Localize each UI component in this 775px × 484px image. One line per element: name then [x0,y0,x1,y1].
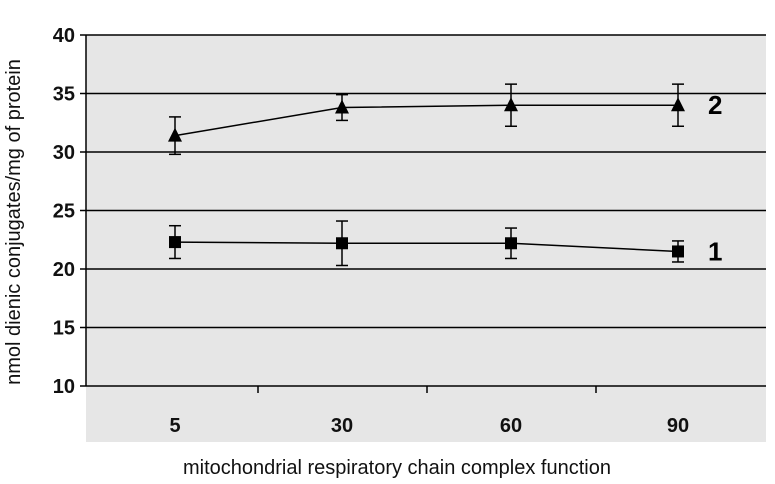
y-tick-label-25: 25 [53,201,75,223]
series-1-line [174,241,679,253]
x-axis-label: mitochondrial respiratory chain complex … [183,457,611,479]
y-tick-label-20: 20 [53,259,75,281]
x-tick-labels: 5 30 60 90 [169,415,689,437]
series-2-point-1 [335,99,349,114]
series-2-point-2 [504,97,518,112]
series-1: 1 [169,220,722,266]
gridlines [80,34,766,393]
series-1-point-0 [169,236,181,249]
y-tick-label-15: 15 [53,318,75,340]
y-tick-labels: 10 15 20 25 30 35 40 [53,25,75,398]
x-tick-label-30: 30 [331,415,353,437]
plot-area [86,35,766,442]
series-2-point-0 [168,127,182,142]
series-2-label: 2 [708,90,722,120]
x-tick-label-5: 5 [169,415,180,437]
y-tick-label-30: 30 [53,142,75,164]
y-tick-label-35: 35 [53,84,75,106]
series-1-label: 1 [708,236,722,266]
y-tick-label-40: 40 [53,25,75,47]
series-2-point-3 [671,97,685,112]
series-2: 2 [168,83,722,156]
y-tick-label-10: 10 [53,376,75,398]
series-1-point-2 [505,237,517,250]
x-tick-label-90: 90 [667,415,689,437]
y-axis-label: nmol dienic conjugates/mg of protein [3,59,25,385]
series-1-point-3 [672,245,684,258]
series-1-point-1 [336,237,348,250]
series-group: 21 [168,83,722,266]
series-2-line [174,104,678,137]
x-tick-label-60: 60 [500,415,522,437]
